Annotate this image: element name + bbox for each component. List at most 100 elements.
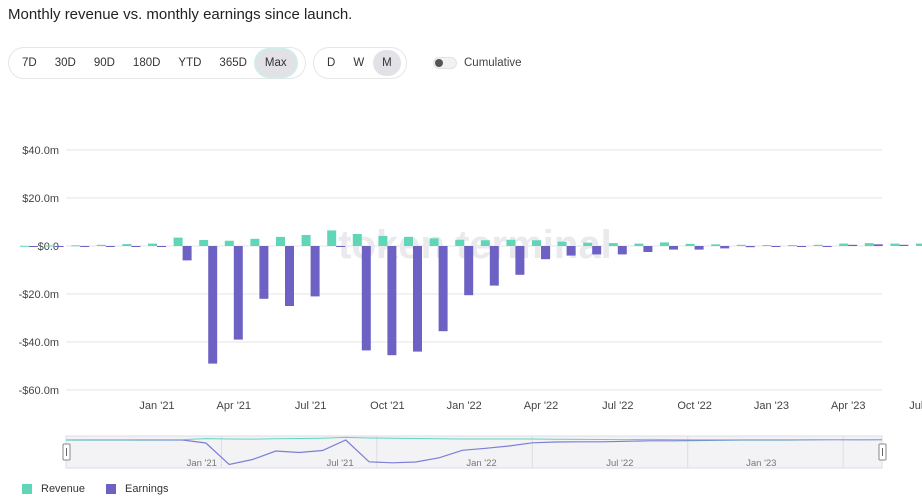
revenue-bar — [250, 238, 260, 246]
earnings-bar — [387, 246, 397, 356]
chart-title: Monthly revenue vs. monthly earnings sin… — [8, 6, 353, 23]
earnings-bar — [131, 246, 141, 247]
revenue-bar — [608, 243, 618, 246]
earnings-bar — [105, 246, 115, 247]
revenue-bar — [788, 245, 797, 247]
revenue-bar — [378, 235, 388, 246]
x-axis-labels: Jan '21 Apr '21 Jul '21 Oct '21 Jan '22 Apr '… — [139, 400, 922, 412]
earnings-bar — [592, 246, 602, 255]
earnings-bar — [182, 246, 192, 261]
revenue-bar — [45, 245, 55, 247]
cumulative-switch[interactable] — [433, 57, 457, 69]
revenue-bar — [583, 242, 593, 246]
navigator-label: Jul '22 — [606, 458, 633, 469]
navigator-label: Jan '22 — [466, 458, 496, 469]
y-tick-label: -$20.0m — [19, 289, 59, 301]
revenue-bar — [839, 243, 849, 246]
legend-earnings-label: Earnings — [125, 483, 169, 495]
revenue-earnings-chart: token terminal $40.0m$20.0m$0.0-$20.0m-$… — [19, 145, 922, 469]
granularity-month-button[interactable]: M — [373, 50, 401, 76]
x-tick-label: Jul '23 — [909, 400, 922, 412]
revenue-bar — [71, 245, 81, 247]
x-tick-label: Apr '22 — [524, 400, 559, 412]
earnings-bar — [771, 246, 781, 247]
y-tick-label: $40.0m — [22, 145, 59, 157]
revenue-bar — [762, 245, 772, 247]
revenue-bar — [890, 243, 900, 246]
revenue-bar — [864, 243, 874, 246]
x-tick-label: Jan '23 — [754, 400, 789, 412]
toggle-knob — [435, 59, 443, 67]
granularity-day-button[interactable]: D — [327, 57, 336, 69]
revenue-bar — [429, 238, 439, 246]
x-tick-label: Oct '22 — [677, 400, 712, 412]
range-365d-button[interactable]: 365D — [219, 57, 247, 69]
y-tick-label: -$40.0m — [19, 337, 59, 349]
range-180d-button[interactable]: 180D — [132, 57, 161, 69]
earnings-bar — [464, 246, 474, 296]
legend-earnings[interactable]: Earnings — [106, 483, 168, 495]
range-90d-button[interactable]: 90D — [93, 57, 115, 69]
x-tick-label: Jan '22 — [447, 400, 482, 412]
revenue-bar — [96, 244, 106, 246]
revenue-bar — [736, 244, 746, 246]
revenue-bar — [20, 245, 29, 247]
revenue-bar — [199, 240, 209, 246]
range-30d-button[interactable]: 30D — [54, 57, 76, 69]
navigator-label: Jan '23 — [746, 458, 776, 469]
range-navigator[interactable]: Jan '21 Jul '21 Jan '22 Jul '22 Jan '23 — [62, 435, 887, 469]
earnings-bar — [797, 246, 806, 247]
revenue-bar — [634, 243, 644, 246]
x-tick-label: Jul '21 — [295, 400, 326, 412]
earnings-bar — [310, 246, 320, 297]
legend-revenue[interactable]: Revenue — [22, 483, 85, 495]
y-tick-label: $0.0 — [38, 241, 59, 253]
earnings-bar — [541, 246, 550, 260]
earnings-bar — [745, 246, 755, 248]
earnings-bar — [720, 246, 730, 249]
granularity-week-button[interactable]: W — [353, 57, 365, 69]
bars — [20, 230, 922, 364]
earnings-bar — [617, 246, 627, 255]
earnings-bar — [208, 246, 218, 364]
range-max-button[interactable]: Max — [255, 50, 296, 76]
revenue-bar — [916, 243, 922, 246]
y-tick-label: -$60.0m — [19, 385, 59, 397]
legend: Revenue Earnings — [22, 483, 189, 495]
revenue-bar — [480, 240, 490, 246]
revenue-swatch — [22, 484, 32, 494]
earnings-bar — [873, 244, 883, 246]
earnings-bar — [566, 246, 576, 256]
cumulative-toggle[interactable]: Cumulative — [433, 57, 522, 69]
revenue-bar — [173, 237, 183, 246]
revenue-bar — [506, 239, 516, 246]
earnings-bar — [822, 246, 832, 247]
revenue-bar — [557, 241, 567, 246]
revenue-bar — [327, 230, 337, 246]
range-7d-button[interactable]: 7D — [22, 57, 37, 69]
earnings-bar — [361, 246, 371, 351]
navigator-label: Jul '21 — [326, 458, 353, 469]
y-axis-labels: $40.0m $20.0m $0.0 -$20.0m -$40.0m -$60.0m — [19, 145, 59, 397]
range-selector: 7D 30D 90D 180D YTD 365D Max — [8, 47, 306, 79]
earnings-bar — [157, 246, 166, 247]
revenue-bar — [122, 244, 132, 246]
earnings-bar — [336, 246, 346, 247]
range-ytd-button[interactable]: YTD — [178, 57, 202, 69]
revenue-bar — [148, 243, 157, 246]
earnings-bar — [80, 246, 90, 247]
navigator-revenue-line — [65, 436, 882, 441]
granularity-selector: D W M — [313, 47, 407, 79]
revenue-bar — [455, 239, 465, 246]
earnings-swatch — [106, 484, 117, 494]
x-tick-label: Oct '21 — [370, 400, 405, 412]
revenue-bar — [660, 242, 669, 246]
earnings-bar — [438, 246, 448, 332]
revenue-bar — [224, 240, 234, 246]
earnings-bar — [669, 246, 678, 250]
revenue-bar — [352, 234, 362, 246]
cumulative-label: Cumulative — [464, 57, 522, 69]
x-tick-label: Jul '22 — [602, 400, 633, 412]
earnings-bar — [848, 244, 858, 246]
earnings-bar — [285, 246, 294, 306]
